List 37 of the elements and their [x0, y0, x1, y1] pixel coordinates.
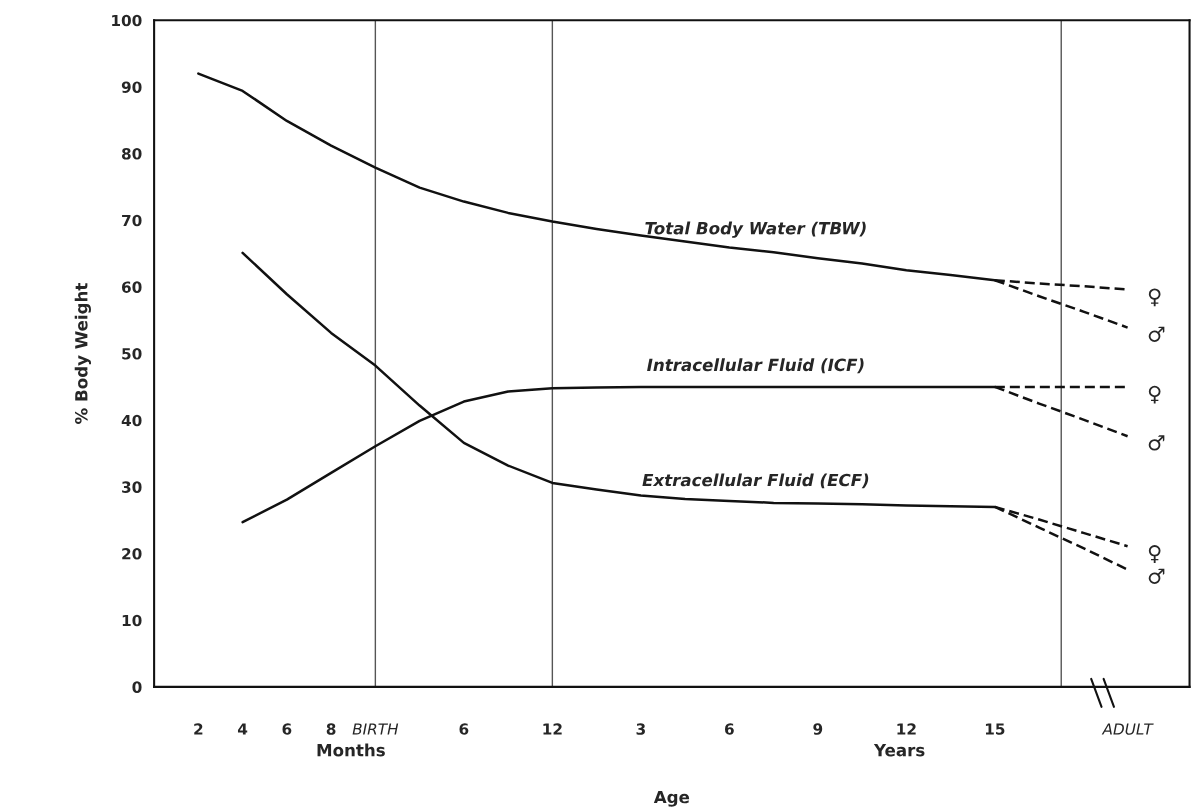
- x-tick-label: 4: [237, 723, 248, 735]
- series-label: ♀: [1148, 385, 1161, 404]
- series-label: Extracellular Fluid (ECF): [642, 473, 869, 489]
- text: Years: [873, 744, 925, 757]
- y-tick-label: 20: [122, 548, 142, 560]
- y-tick-label: 70: [122, 214, 142, 227]
- x-tick-label: 9: [813, 723, 823, 735]
- series-label: ♀: [1148, 288, 1161, 307]
- x-tick-label: 3: [636, 723, 645, 735]
- y-tick-label: 30: [122, 481, 142, 493]
- series-label: ♂: [1148, 435, 1165, 451]
- y-tick-label: 100: [112, 14, 142, 27]
- y-tick-label: 50: [122, 348, 142, 360]
- x-tick-label: BIRTH: [352, 723, 399, 735]
- x-tick-label: 8: [326, 723, 336, 735]
- y-tick-label: 80: [121, 148, 142, 160]
- x-tick-label: 15: [985, 723, 1005, 735]
- y-tick-label: 10: [122, 614, 142, 627]
- y-tick-label: 40: [121, 414, 142, 427]
- series-label: ♀: [1148, 545, 1161, 563]
- x-axis-title: Age: [653, 790, 690, 807]
- series-label: ♂: [1148, 326, 1165, 342]
- series-label: Intracellular Fluid (ICF): [647, 358, 864, 374]
- y-tick-label: 90: [121, 81, 142, 93]
- x-tick-label: 12: [897, 723, 916, 735]
- x-tick-label: 6: [459, 723, 469, 735]
- x-tick-label: 6: [724, 723, 734, 735]
- text: Months: [317, 743, 385, 757]
- y-tick-label: 60: [121, 281, 142, 293]
- x-tick-label: ADULT: [1101, 723, 1154, 735]
- y-tick-label: 0: [132, 681, 142, 693]
- x-tick-label: 2: [194, 723, 203, 735]
- x-tick-label: 6: [282, 723, 292, 735]
- series-label: Total Body Water (TBW): [645, 221, 866, 238]
- y-axis-title: % Body Weight: [74, 283, 91, 424]
- series-label: ♂: [1148, 568, 1165, 584]
- x-tick-label: 12: [543, 723, 562, 735]
